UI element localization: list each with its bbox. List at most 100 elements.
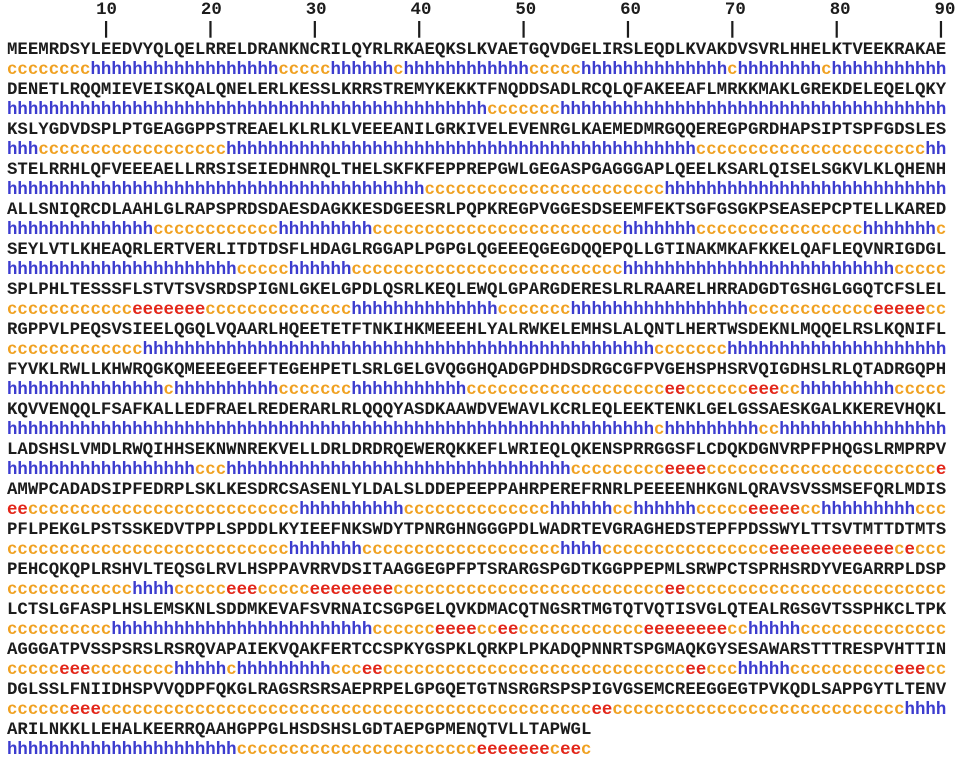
structure-run-h: hhhhhhhhhhhhhhhhhhhhhhhhhhhhhhhhhhhhhhhh…: [7, 101, 488, 120]
ruler-number: 90: [934, 1, 956, 20]
structure-run-c: cccccccccccccccc: [601, 541, 769, 560]
structure-run-c: ccccccccccccccccccccccccccccc: [382, 661, 686, 680]
structure-run-h: hhhhhhhhhhhh: [403, 61, 529, 80]
structure-run-h: hhhhhh: [330, 61, 394, 80]
structure-run-c: cccccccccccccccc: [695, 221, 863, 240]
sequence-line: KSLYGDVDSPLPTGEAGGPPSTREAELKLRLKLVEEEANI…: [7, 121, 947, 140]
structure-run-e: ee: [361, 661, 383, 680]
structure-run-c: cccccccccccccccccccccc: [695, 141, 926, 160]
structure-run-h: hhhhh: [737, 661, 790, 680]
structure-run-e: ee: [497, 621, 519, 640]
structure-run-e: eeeee: [873, 301, 926, 320]
structure-run-h: hhhhhhhhhhhhhh: [351, 301, 498, 320]
ruler-number-row: 10 20 30 40 50 60 70 80 90: [7, 1, 960, 21]
structure-line: hhhhhhhhhhhhhhcccccccccccchhhhhhhhhccccc…: [7, 221, 960, 241]
structure-run-c: cccccccccccccccccc: [38, 141, 227, 160]
structure-run-c: ccccc: [236, 261, 289, 280]
structure-run-c: ccccccccc: [570, 461, 665, 480]
ruler-number: 20: [200, 1, 222, 20]
sequence-line: FYVKLRWLLKHWRQGKQMEEEGEEFTEGEHPETLSRLGEL…: [7, 361, 947, 380]
sequence-line: LADSHSLVMDLRWQIHHSEKNWNREKVELLDRLDRDRQEW…: [7, 441, 947, 460]
structure-run-h: hh: [925, 141, 947, 160]
structure-run-c: cc: [800, 501, 822, 520]
structure-run-e: ee: [664, 381, 686, 400]
structure-run-c: ccccc: [7, 661, 60, 680]
structure-run-e: ee: [591, 701, 613, 720]
structure-run-c: ccccccc: [497, 301, 571, 320]
structure-line: hhhhhhhhhhhhhhhchhhhhhhhhhccccccchhhhhhh…: [7, 381, 960, 401]
structure-run-c: ccccccccccccccccccccccccc: [685, 581, 947, 600]
structure-run-h: hhhhhhhhhhhhhhhhhhhhhhhhh: [111, 621, 373, 640]
structure-run-c: c: [821, 61, 832, 80]
sequence-line: PFLPEKGLPSTSSKEDVTPPLSPDDLKYIEEFNKSWDYTP…: [7, 521, 947, 540]
structure-line: cccccccccccceeeeeeecccccccccccccchhhhhhh…: [7, 301, 960, 321]
structure-run-e: eeeeeee: [476, 741, 550, 759]
structure-run-e: eeee: [664, 461, 707, 480]
structure-run-c: cc: [476, 621, 498, 640]
structure-run-e: ee: [685, 661, 707, 680]
structure-run-h: hhhhhhhhhh: [173, 381, 279, 400]
structure-run-c: cccccccccccc: [7, 301, 133, 320]
sequence-line: MEEMRDSYLEEDVYQLQELRRELDRANKNCRILQYRLRKA…: [7, 41, 947, 60]
structure-line: hhhhhhhhhhhhhhhhhhhhhhhhhhhhhhhhhhhhhhhh…: [7, 421, 960, 441]
structure-line: hhhhhhhhhhhhhhhhhhhhhhcccccccccccccccccc…: [7, 741, 960, 759]
structure-run-c: ccccccccccccc: [7, 341, 143, 360]
ruler-number: 60: [620, 1, 641, 20]
sequence-line: RGPPVLPEQSVSIEELQGQLVQAARLHQEETETFTNKIHK…: [7, 321, 947, 340]
structure-run-c: cccccccccccccccccccccccc: [372, 221, 623, 240]
structure-run-h: hhhhhhhhhhhhhhhh: [779, 421, 947, 440]
structure-run-h: hhhh: [132, 581, 174, 600]
structure-run-e: eeeeeee: [132, 301, 206, 320]
ruler: 10 20 30 40 50 60 70 80 90 | | | | | | | | |: [7, 1, 960, 41]
structure-run-c: ccccc: [257, 581, 310, 600]
structure-run-e: e: [935, 461, 947, 480]
structure-run-e: eeeee: [748, 501, 801, 520]
structure-run-c: cc: [779, 381, 801, 400]
structure-run-c: ccccc: [894, 261, 947, 280]
structure-run-h: hhhh: [904, 701, 947, 720]
structure-run-h: hhhhhhhhhhh: [831, 61, 947, 80]
ruler-number: 10: [96, 1, 117, 20]
structure-run-c: ccccccc: [278, 381, 352, 400]
structure-line: cccccceeeccccccccccccccccccccccccccccccc…: [7, 701, 960, 721]
ruler-ticks-row: | | | | | | | | |: [7, 21, 947, 40]
structure-run-h: hhhhhhhhhhhhhhhhhhhhhhhhhhhhhhhhh: [226, 461, 571, 480]
structure-run-e: eeee: [434, 621, 477, 640]
structure-run-h: hhhhhhhhhhhhhhhhhhhhhhhhhhhhhhhhhhhhhhhh…: [142, 341, 655, 360]
structure-run-h: hhhhhhhhhhhhhhhhhh: [90, 61, 279, 80]
structure-run-h: hhhhhhhhh: [800, 381, 895, 400]
structure-run-c: cccccc: [7, 701, 70, 720]
structure-run-c: cccccccccccccccccccccccccc: [351, 261, 623, 280]
sequence-line: PEHCQKQPLRSHVLTEQSGLRVLHSPPAVRRVDSITAAGG…: [7, 561, 947, 580]
structure-run-c: ccccc: [695, 501, 749, 520]
structure-run-h: hhhhhhhhhhhhhh: [581, 61, 728, 80]
structure-run-h: hhhhhhhhhhhhhhhhh: [570, 301, 748, 320]
structure-line: cccccccccccchhhhccccceeeccccceeeeeeeeccc…: [7, 581, 960, 601]
structure-run-c: c: [393, 61, 404, 80]
ruler-number: 40: [410, 1, 432, 20]
structure-line: ccccceeecccccccchhhhhchhhhhhhhhccceecccc…: [7, 661, 960, 681]
structure-run-e: ee: [664, 581, 686, 600]
structure-run-h: hhhhhhhhhhhhhh: [7, 221, 154, 240]
structure-run-e: eeeeeeee: [309, 581, 394, 600]
structure-run-c: cccccccccccccc: [800, 621, 947, 640]
structure-run-c: cccccccccccc: [748, 301, 874, 320]
structure-run-h: hhhhhhhhhhhhhhhhhhhhhhhhhhhhhhhhhhhhh: [560, 101, 947, 120]
structure-run-c: cc: [758, 421, 780, 440]
structure-run-h: hhhhhh: [549, 501, 613, 520]
sequence-line: DENETLRQQMIEVEISKQALQNELERLKESSLKRRSTREM…: [7, 81, 947, 100]
structure-run-h: hhhhhhhhh: [664, 421, 759, 440]
structure-run-c: cccccccccccccccccccccc: [706, 461, 936, 480]
structure-run-c: c: [163, 381, 174, 400]
structure-run-h: hhhhhhhh: [737, 61, 822, 80]
structure-run-h: hhhhhhhhhhhhhhhhhhhhhh: [7, 741, 237, 759]
structure-run-h: hhhhhhhhhhhhhhhhhhhhhhhhhhh: [664, 181, 947, 200]
structure-run-c: ccc: [915, 501, 947, 520]
structure-run-e: ee: [560, 741, 582, 759]
structure-run-c: ccccc: [173, 581, 227, 600]
sequence-line: ARILNKKLLEHALKEERRQAAHGPPGLHSDSHSLGDTAEP…: [7, 721, 592, 740]
structure-run-c: cccccccccccc: [7, 581, 133, 600]
structure-run-c: cccccccccc: [7, 621, 112, 640]
structure-run-h: hhhhhhhhhhhhhhhhhhhhhhhhhhhhhhhhhhhhhhhh…: [226, 141, 696, 160]
